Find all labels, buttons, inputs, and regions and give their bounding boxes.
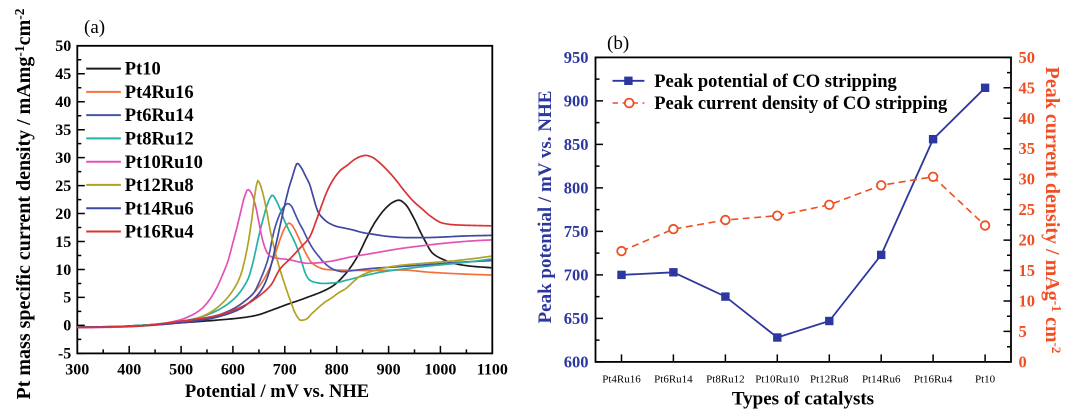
- svg-text:Pt12Ru8: Pt12Ru8: [810, 373, 849, 385]
- svg-text:Potential / mV vs. NHE: Potential / mV vs. NHE: [185, 382, 369, 402]
- svg-text:Pt14Ru6: Pt14Ru6: [862, 373, 901, 385]
- svg-text:Pt10: Pt10: [125, 60, 161, 80]
- svg-text:10: 10: [55, 262, 71, 279]
- svg-text:5: 5: [1019, 322, 1027, 341]
- svg-text:800: 800: [564, 178, 589, 197]
- svg-text:45: 45: [1019, 78, 1036, 97]
- svg-text:Peak potential of CO stripping: Peak potential of CO stripping: [654, 72, 897, 92]
- svg-text:5: 5: [63, 290, 71, 307]
- svg-text:Pt16Ru4: Pt16Ru4: [914, 373, 953, 385]
- svg-text:Pt10: Pt10: [975, 373, 996, 385]
- svg-text:40: 40: [55, 94, 71, 111]
- svg-text:Pt10Ru10: Pt10Ru10: [125, 153, 203, 173]
- svg-text:Peak potential / mV vs. NHE: Peak potential / mV vs. NHE: [535, 91, 556, 324]
- svg-text:1000: 1000: [424, 362, 456, 379]
- svg-text:Pt10Ru10: Pt10Ru10: [755, 373, 800, 385]
- svg-text:650: 650: [564, 309, 589, 328]
- svg-text:(b): (b): [607, 33, 629, 54]
- svg-text:950: 950: [564, 48, 589, 67]
- svg-text:0: 0: [1019, 352, 1027, 371]
- svg-text:600: 600: [221, 362, 245, 379]
- svg-text:20: 20: [1019, 231, 1036, 250]
- svg-text:35: 35: [1019, 139, 1036, 158]
- svg-text:Types of catalysts: Types of catalysts: [732, 389, 874, 410]
- svg-text:25: 25: [1019, 200, 1036, 219]
- svg-text:25: 25: [55, 178, 71, 195]
- svg-text:700: 700: [564, 265, 589, 284]
- svg-text:850: 850: [564, 135, 589, 154]
- svg-text:1100: 1100: [477, 362, 508, 379]
- svg-text:Pt4Ru16: Pt4Ru16: [125, 83, 194, 103]
- svg-text:300: 300: [65, 362, 89, 379]
- svg-text:Pt6Ru14: Pt6Ru14: [654, 373, 693, 385]
- svg-text:700: 700: [273, 362, 297, 379]
- svg-text:Pt4Ru16: Pt4Ru16: [602, 373, 641, 385]
- svg-text:Peak current density of CO str: Peak current density of CO stripping: [654, 94, 948, 114]
- svg-text:-5: -5: [58, 346, 71, 363]
- svg-text:Pt8Ru12: Pt8Ru12: [125, 130, 194, 150]
- svg-text:900: 900: [564, 91, 589, 110]
- svg-text:40: 40: [1019, 109, 1036, 128]
- svg-text:45: 45: [55, 66, 71, 83]
- svg-text:35: 35: [55, 122, 71, 139]
- svg-text:800: 800: [325, 362, 349, 379]
- svg-text:600: 600: [564, 352, 589, 371]
- svg-text:900: 900: [377, 362, 401, 379]
- svg-text:Pt mass specific current densi: Pt mass specific current density / mAmg-…: [12, 8, 35, 399]
- svg-text:20: 20: [55, 206, 71, 223]
- svg-text:10: 10: [1019, 292, 1036, 311]
- svg-text:Pt16Ru4: Pt16Ru4: [125, 223, 194, 243]
- svg-text:15: 15: [55, 234, 71, 251]
- svg-text:30: 30: [55, 150, 71, 167]
- svg-text:50: 50: [55, 38, 71, 55]
- svg-text:0: 0: [63, 318, 71, 335]
- svg-text:15: 15: [1019, 261, 1036, 280]
- svg-text:Pt14Ru6: Pt14Ru6: [125, 199, 194, 219]
- svg-text:Pt6Ru14: Pt6Ru14: [125, 106, 194, 126]
- svg-text:400: 400: [117, 362, 141, 379]
- svg-text:Pt8Ru12: Pt8Ru12: [706, 373, 745, 385]
- svg-text:30: 30: [1019, 170, 1036, 189]
- svg-text:500: 500: [169, 362, 193, 379]
- svg-text:50: 50: [1019, 48, 1036, 67]
- svg-text:750: 750: [564, 222, 589, 241]
- svg-text:(a): (a): [84, 17, 105, 38]
- svg-text:Peak current density / mAg-1 c: Peak current density / mAg-1 cm-2: [1041, 67, 1064, 354]
- svg-text:Pt12Ru8: Pt12Ru8: [125, 176, 194, 196]
